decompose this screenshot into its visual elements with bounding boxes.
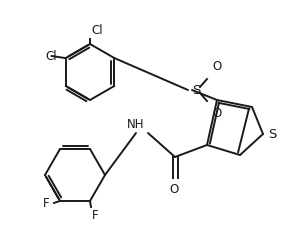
- Text: NH: NH: [127, 118, 144, 131]
- Text: S: S: [268, 128, 276, 141]
- Text: O: O: [212, 60, 221, 73]
- Text: Cl: Cl: [91, 24, 103, 37]
- Text: Cl: Cl: [46, 49, 57, 63]
- Text: O: O: [212, 107, 221, 120]
- Text: F: F: [92, 209, 99, 222]
- Text: F: F: [43, 197, 50, 210]
- Text: S: S: [192, 84, 200, 96]
- Text: O: O: [169, 183, 179, 196]
